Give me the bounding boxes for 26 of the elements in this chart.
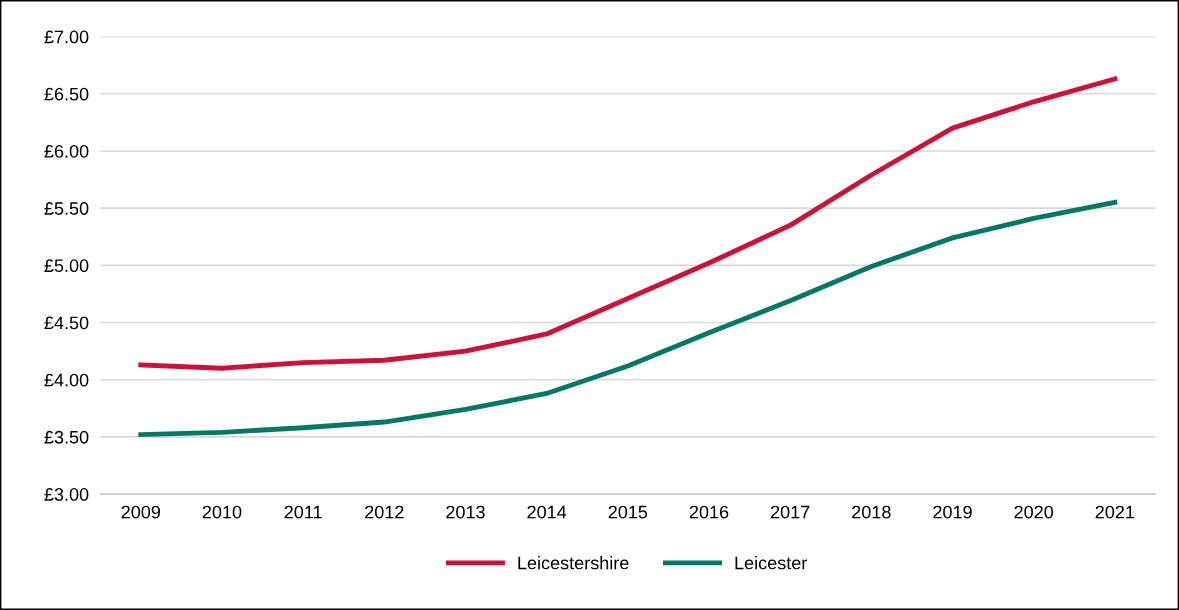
line-series [138,200,1118,438]
x-tick-label: 2010 [202,505,242,519]
x-tick-label: 2020 [1014,505,1054,519]
x-tick-label: 2012 [365,505,404,519]
x-tick-label: 2016 [689,505,729,519]
y-tick-label: £4.00 [44,373,89,387]
x-tick-label: 2019 [933,505,972,519]
x-tick-label: 2015 [608,505,648,519]
y-tick-label: £3.50 [44,430,89,444]
y-tick-label: £7.00 [44,30,89,44]
y-tick-label: £5.00 [44,259,89,273]
legend-label: Leicestershire [518,556,629,570]
y-tick-label: £6.00 [44,144,89,158]
x-tick-label: 2021 [1095,505,1135,519]
y-tick-label: £5.50 [44,202,89,215]
x-tick-label: 2011 [284,505,322,519]
x-tick-label: 2014 [527,505,567,519]
x-tick-label: 2009 [121,505,161,519]
line-series [138,76,1118,371]
y-tick-label: £6.50 [44,87,89,101]
x-tick-label: 2013 [446,505,485,519]
y-tick-label: £4.50 [44,316,89,330]
x-tick-label: 2017 [770,505,810,519]
y-tick-label: £3.00 [44,488,89,501]
legend-label: Leicester [735,556,808,570]
x-tick-label: 2018 [852,505,891,519]
